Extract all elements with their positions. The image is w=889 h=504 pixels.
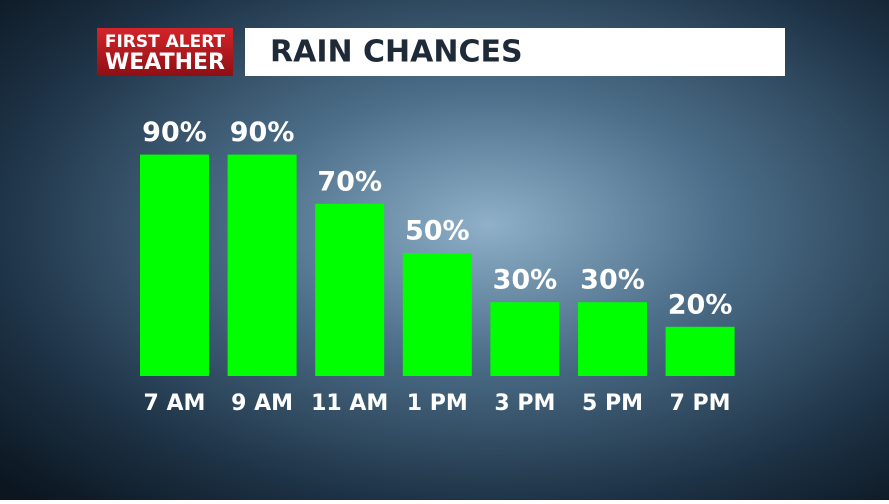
bar xyxy=(578,302,647,376)
bar xyxy=(490,302,560,376)
title-box xyxy=(245,28,785,76)
bar xyxy=(227,154,297,376)
value-label: 20% xyxy=(668,289,733,320)
x-tick-label: 9 AM xyxy=(231,391,293,416)
x-tick-label: 11 AM xyxy=(311,391,388,416)
x-tick-label: 1 PM xyxy=(407,391,468,416)
logo-line1: FIRST ALERT xyxy=(105,32,226,52)
value-label: 90% xyxy=(230,117,295,148)
logo-box xyxy=(97,28,233,76)
logo-line2: WEATHER xyxy=(105,50,225,75)
bar xyxy=(315,203,385,376)
bar xyxy=(140,154,209,376)
x-tick-label: 7 PM xyxy=(670,391,731,416)
value-label: 70% xyxy=(317,166,382,197)
chart-title: RAIN CHANCES xyxy=(270,35,523,70)
x-tick-label: 5 PM xyxy=(582,391,643,416)
bar xyxy=(402,253,472,376)
bar xyxy=(665,326,735,376)
x-tick-label: 7 AM xyxy=(144,391,206,416)
x-tick-label: 3 PM xyxy=(494,391,555,416)
value-label: 50% xyxy=(405,216,470,247)
value-label: 90% xyxy=(142,117,207,148)
value-label: 30% xyxy=(580,265,645,296)
value-label: 30% xyxy=(493,265,558,296)
